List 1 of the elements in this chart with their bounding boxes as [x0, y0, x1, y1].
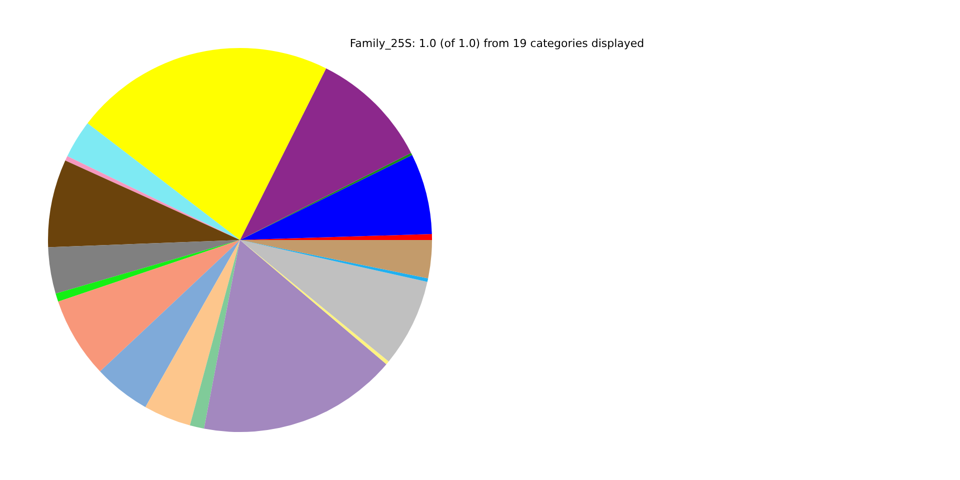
text: Family_25S: 1.0 (of 1.0) from 19 categories displayed	[350, 37, 644, 50]
